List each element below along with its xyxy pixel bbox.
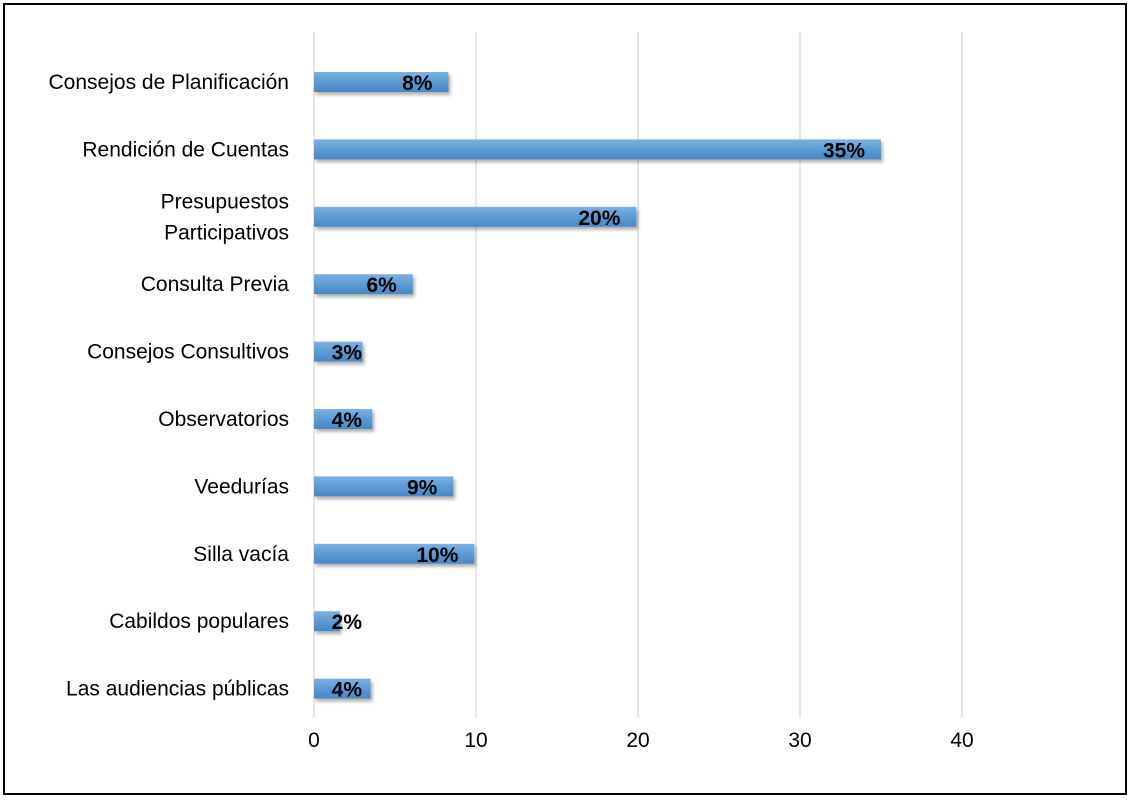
bar [314, 476, 454, 497]
bar [314, 409, 373, 429]
data-label: 35% [823, 139, 865, 162]
category-label: Silla vacía [193, 543, 289, 566]
x-tick-label: 40 [950, 729, 973, 752]
data-label: 4% [332, 679, 363, 702]
category-label: Presupuestos [161, 190, 289, 213]
x-tick-label: 30 [788, 729, 811, 752]
data-label: 4% [332, 409, 363, 432]
labels: 0 10 20 30 40 Consejos de Planificación 8% Rend… [49, 71, 974, 752]
category-label: Consejos Consultivos [87, 341, 289, 364]
bar [314, 543, 475, 564]
data-label: 20% [578, 207, 620, 230]
bar [314, 206, 637, 227]
gridlines [313, 32, 963, 718]
chart-frame [3, 3, 1127, 795]
data-label: 10% [416, 544, 458, 567]
data-label: 3% [332, 342, 363, 365]
bar [314, 611, 340, 632]
category-label: Consejos de Planificación [49, 71, 289, 94]
bar [314, 341, 363, 362]
category-label: Observatorios [158, 408, 289, 431]
bar [314, 274, 413, 295]
bar [314, 678, 371, 699]
category-label: Consulta Previa [141, 273, 290, 296]
category-label: Rendición de Cuentas [82, 138, 289, 161]
category-label: Cabildos populares [109, 610, 289, 633]
x-tick-label: 10 [464, 729, 487, 752]
x-tick-label: 0 [308, 729, 320, 752]
bars [314, 72, 881, 699]
x-tick-label: 20 [626, 729, 649, 752]
data-label: 2% [332, 611, 363, 634]
data-label: 9% [407, 476, 438, 499]
bar [314, 139, 881, 160]
data-label: 8% [402, 72, 433, 95]
category-label: Las audiencias públicas [66, 678, 289, 701]
data-label: 6% [366, 274, 397, 297]
category-label: Participativos [164, 221, 289, 244]
category-label: Veedurías [194, 475, 289, 498]
bar [314, 72, 449, 92]
